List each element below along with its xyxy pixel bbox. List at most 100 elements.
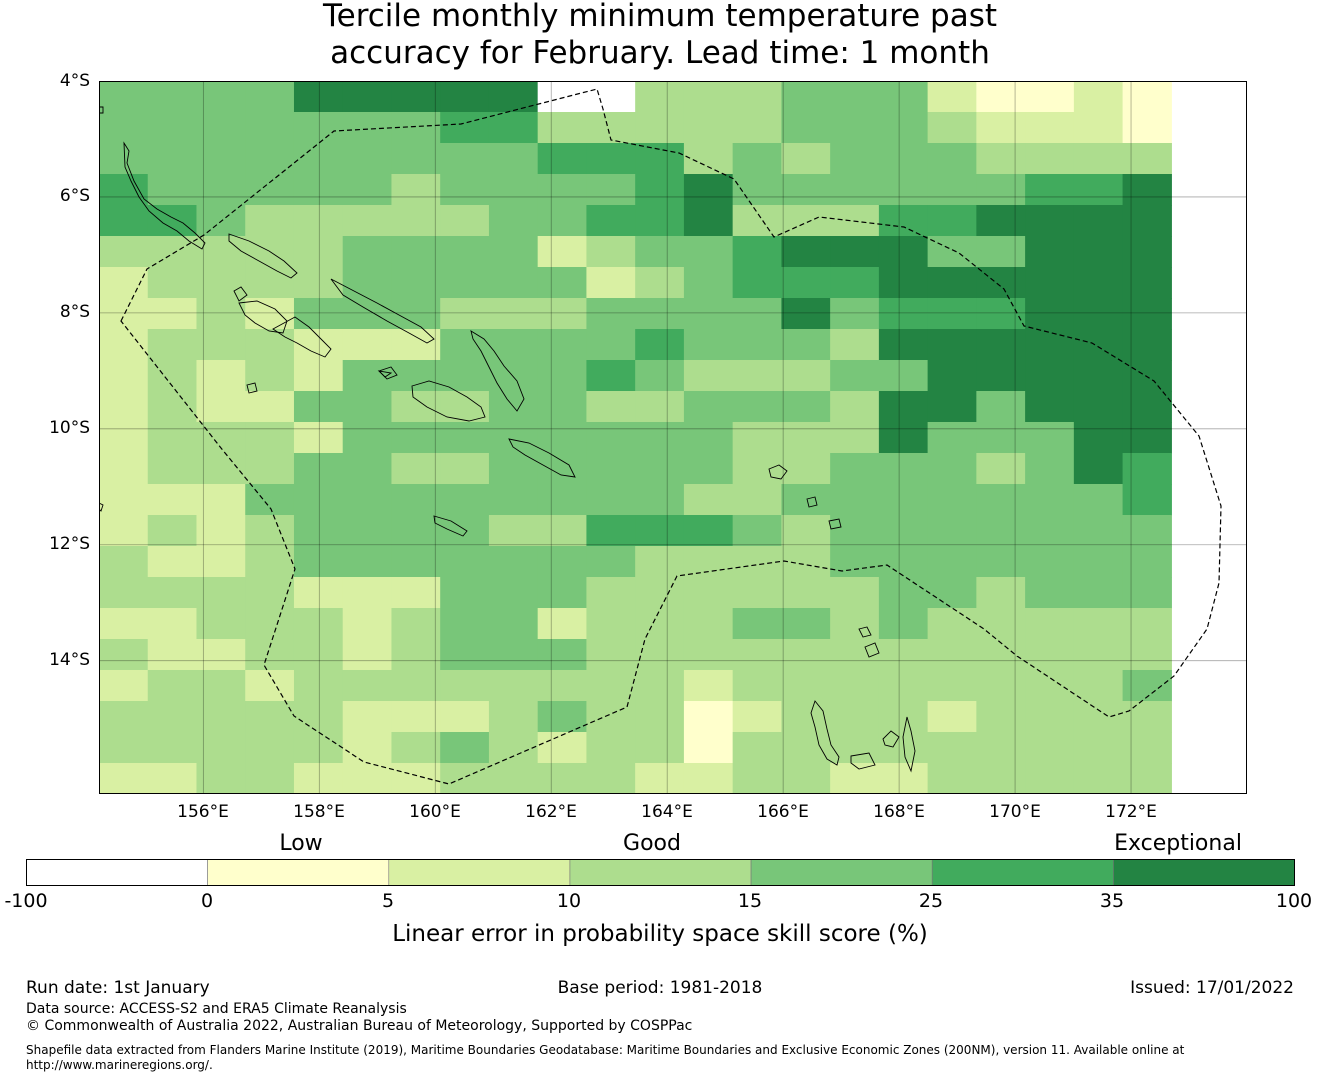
grid-cell [878, 267, 929, 299]
grid-cell [245, 546, 295, 578]
grid-cell [147, 515, 198, 547]
colorbar-segment [207, 859, 390, 886]
grid-cell [976, 763, 1026, 794]
grid-cell [293, 236, 344, 268]
grid-cell [99, 484, 149, 516]
grid-cell [99, 701, 149, 733]
grid-cell [537, 143, 588, 175]
grid-cell [1025, 391, 1075, 423]
grid-cell [781, 732, 831, 764]
grid-cell [927, 143, 977, 175]
grid-cell [927, 453, 977, 485]
grid-cell [147, 701, 198, 733]
grid-cell [1025, 453, 1075, 485]
grid-cell [683, 143, 734, 175]
grid-cell [683, 298, 734, 330]
category-good: Good [623, 831, 681, 856]
grid-cell [391, 546, 441, 578]
grid-cell [683, 112, 734, 144]
grid-cell [342, 329, 393, 361]
grid-cell [440, 329, 490, 361]
grid-cell [732, 546, 782, 578]
grid-cell [781, 577, 831, 609]
grid-cell [830, 267, 880, 299]
grid-cell [732, 267, 782, 299]
skill-score-map [99, 81, 1247, 794]
grid-cell [781, 391, 831, 423]
grid-cell [732, 81, 782, 113]
grid-cell [830, 174, 880, 206]
grid-cell [878, 546, 929, 578]
grid-cell [147, 112, 198, 144]
grid-cell [1025, 112, 1075, 144]
grid-cell [1025, 143, 1075, 175]
grid-cell [1122, 112, 1172, 144]
grid-cell [781, 143, 831, 175]
grid-cell [1073, 546, 1124, 578]
grid-cell [976, 298, 1026, 330]
grid-cell [293, 298, 344, 330]
grid-cell [1122, 608, 1172, 640]
grid-cell [293, 546, 344, 578]
grid-cell [586, 484, 636, 516]
choiseul-coast [228, 233, 298, 279]
grid-cell [635, 484, 685, 516]
grid-cell [1025, 205, 1075, 237]
grid-cell [537, 236, 588, 268]
grid-cell [1122, 515, 1172, 547]
map-title-line-1: Tercile monthly minimum temperature past [322, 0, 998, 34]
grid-cell [1073, 577, 1124, 609]
grid-cell [781, 639, 831, 671]
lon-label-162e: 162°E [525, 802, 577, 822]
lon-label-168e: 168°E [873, 802, 925, 822]
grid-cell [147, 639, 198, 671]
grid-cell [927, 763, 977, 794]
grid-cell [537, 360, 588, 392]
grid-cell [927, 670, 977, 702]
grid-cell [99, 329, 149, 361]
grid-cell [830, 391, 880, 423]
grid-cell [1073, 236, 1124, 268]
grid-cell [99, 360, 149, 392]
grid-cell [732, 422, 782, 454]
grid-cell [976, 422, 1026, 454]
grid-cell [1122, 236, 1172, 268]
grid-cell [927, 236, 977, 268]
issued-date: Issued: 17/01/2022 [1130, 978, 1294, 998]
grid-cell [196, 670, 246, 702]
grid-cell [830, 112, 880, 144]
grid-cell [488, 577, 539, 609]
grid-cell [781, 608, 831, 640]
torres-islands-coast [828, 518, 842, 530]
grid-cell [537, 577, 588, 609]
grid-cell [683, 608, 734, 640]
grid-cell [440, 112, 490, 144]
grid-cell [586, 546, 636, 578]
grid-cell [391, 701, 441, 733]
grid-cell [391, 732, 441, 764]
grid-cell [635, 670, 685, 702]
grid-cell [683, 360, 734, 392]
ambae-coast [858, 626, 872, 638]
grid-cell [1073, 298, 1124, 330]
grid-cell [976, 484, 1026, 516]
grid-cell [99, 515, 149, 547]
grid-cell [635, 267, 685, 299]
grid-cell [1073, 143, 1124, 175]
grid-cell [586, 732, 636, 764]
grid-cell [99, 546, 149, 578]
grid-cell [537, 205, 588, 237]
grid-cell [293, 732, 344, 764]
grid-cell [635, 701, 685, 733]
grid-cell [293, 143, 344, 175]
lon-label-164e: 164°E [641, 802, 693, 822]
grid-cell [683, 639, 734, 671]
grid-cell [1025, 608, 1075, 640]
grid-cell [732, 391, 782, 423]
grid-cell [245, 577, 295, 609]
grid-cell [391, 422, 441, 454]
grid-cell [927, 267, 977, 299]
grid-cell [781, 670, 831, 702]
grid-cell [1073, 515, 1124, 547]
grid-cell [635, 112, 685, 144]
